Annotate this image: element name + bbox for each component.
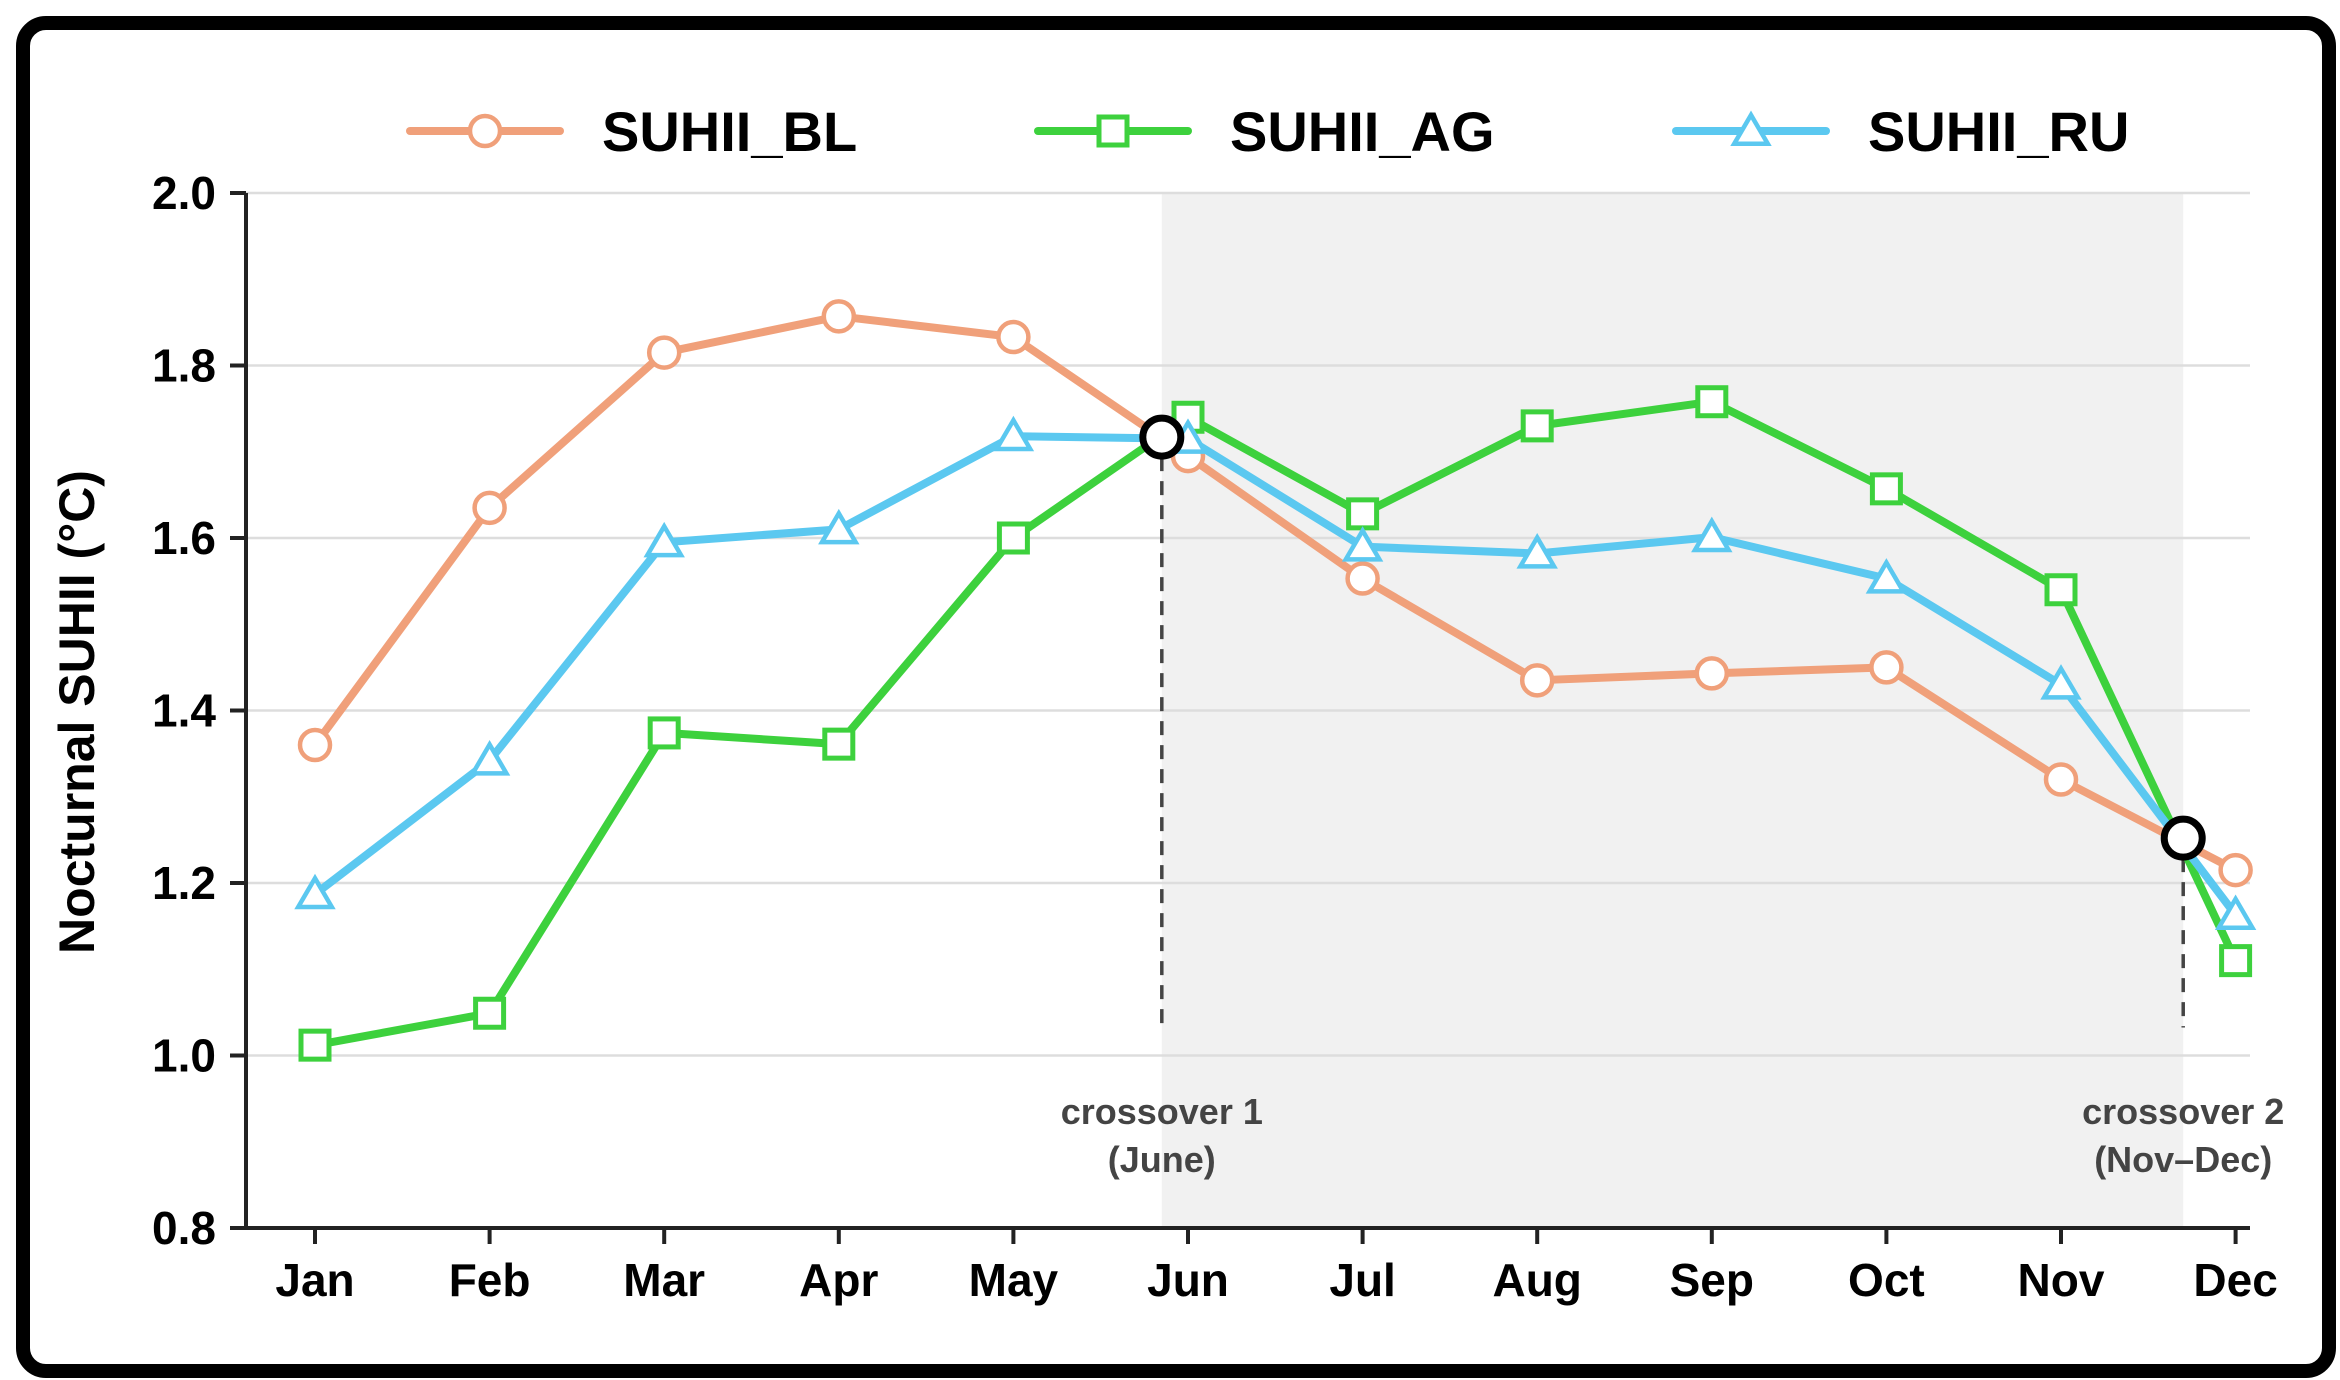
crossover-2-sublabel: (Nov–Dec)	[2094, 1139, 2272, 1180]
data-point-suhii-bl-oct	[1869, 650, 1904, 685]
gridlines	[246, 191, 2250, 1057]
data-point-suhii-ag-nov	[2044, 573, 2078, 607]
y-tick-label: 1.0	[152, 1030, 216, 1082]
series-line-suhii-ag	[311, 397, 2240, 1050]
data-point-suhii-bl-may	[996, 319, 1031, 355]
data-point-suhii-ru-nov	[2040, 664, 2082, 700]
data-point-suhii-bl-feb	[472, 490, 507, 526]
data-point-suhii-ag-may	[996, 521, 1030, 555]
crossover-1-label: crossover 1	[1061, 1091, 1263, 1132]
data-point-suhii-bl-nov	[2043, 762, 2079, 797]
data-point-suhii-ru-feb	[468, 740, 511, 776]
crossover-1-marker	[1139, 414, 1185, 460]
y-tick-label: 2.0	[152, 167, 216, 219]
data-point-suhii-bl-dec	[2218, 852, 2253, 888]
data-point-suhii-ag-sep	[1695, 385, 1729, 419]
legend-label-suhii-ru: SUHII_RU	[1868, 100, 2129, 163]
data-point-suhii-bl-apr	[821, 299, 857, 334]
data-point-suhii-ag-jul	[1346, 497, 1380, 531]
data-point-suhii-ru-jul	[1341, 526, 1384, 562]
legend-label-suhii-bl: SUHII_BL	[602, 100, 857, 163]
data-point-suhii-ru-oct	[1865, 558, 1908, 594]
x-tick-label-mar: Mar	[623, 1254, 705, 1306]
crossover-annotations: crossover 1 (June) crossover 2 (Nov–Dec)	[1061, 457, 2284, 1180]
x-tick-label-oct: Oct	[1848, 1254, 1925, 1306]
data-point-suhii-ag-feb	[473, 996, 507, 1030]
x-tick-label-jan: Jan	[275, 1254, 354, 1306]
crossover-2-marker	[2160, 815, 2206, 861]
data-point-suhii-ru-apr	[818, 508, 860, 545]
data-point-suhii-bl-jul	[1345, 561, 1380, 596]
x-tick-label-nov: Nov	[2018, 1254, 2105, 1306]
y-axis-title: Nocturnal SUHII (°C)	[49, 470, 105, 954]
data-point-suhii-bl-mar	[646, 335, 682, 370]
x-tick-label-sep: Sep	[1670, 1254, 1754, 1306]
x-tick-label-apr: Apr	[799, 1254, 878, 1306]
data-point-suhii-ru-jan	[294, 873, 336, 910]
data-point-suhii-bl-aug	[1519, 663, 1555, 698]
data-point-suhii-ag-apr	[822, 727, 856, 761]
legend-marker-suhii-ag	[1096, 114, 1130, 148]
data-point-suhii-bl-jan	[297, 727, 333, 763]
legend-label-suhii-ag: SUHII_AG	[1230, 100, 1495, 163]
y-tick-label: 1.6	[152, 512, 216, 564]
legend-marker-suhii-ru	[1730, 110, 1772, 147]
crossover-2-label: crossover 2	[2082, 1091, 2284, 1132]
crossover-1-sublabel: (June)	[1108, 1139, 1216, 1180]
x-tick-label-may: May	[969, 1254, 1059, 1306]
data-point-suhii-bl-sep	[1694, 656, 1730, 691]
data-point-suhii-ru-may	[992, 415, 1035, 452]
series-line-suhii-ru	[311, 432, 2240, 919]
data-point-suhii-ru-sep	[1691, 516, 1733, 553]
data-point-suhii-ag-aug	[1520, 409, 1554, 443]
x-tick-label-dec: Dec	[2193, 1254, 2277, 1306]
data-point-suhii-ru-mar	[643, 521, 685, 558]
legend-marker-suhii-bl	[467, 113, 503, 149]
series-suhii-ru	[294, 415, 2257, 930]
axes: 0.8 1.0 1.2 1.4 1.6 1.8 2.0 Jan Feb Mar Apr May Jun J…	[152, 167, 2278, 1306]
data-point-suhii-ru-aug	[1516, 533, 1558, 569]
x-tick-label-feb: Feb	[449, 1254, 531, 1306]
y-tick-label: 0.8	[152, 1202, 216, 1254]
y-tick-label: 1.8	[152, 340, 216, 392]
data-point-suhii-ag-jan	[298, 1028, 332, 1062]
series-suhii-bl	[297, 299, 2253, 888]
series-line-suhii-bl	[311, 312, 2240, 875]
data-point-suhii-ag-dec	[2219, 944, 2253, 978]
data-point-suhii-ag-mar	[647, 716, 681, 750]
series-layer	[294, 299, 2257, 1062]
x-tick-label-jul: Jul	[1329, 1254, 1395, 1306]
crossover-markers	[1139, 414, 2206, 861]
data-point-suhii-ag-oct	[1869, 472, 1903, 506]
legend: SUHII_BL SUHII_AG SUHII_RU	[406, 100, 2129, 163]
y-tick-label: 1.4	[152, 685, 216, 737]
x-tick-label-jun: Jun	[1147, 1254, 1229, 1306]
y-tick-label: 1.2	[152, 857, 216, 909]
x-tick-label-aug: Aug	[1492, 1254, 1581, 1306]
data-point-suhii-ru-dec	[2214, 894, 2257, 930]
